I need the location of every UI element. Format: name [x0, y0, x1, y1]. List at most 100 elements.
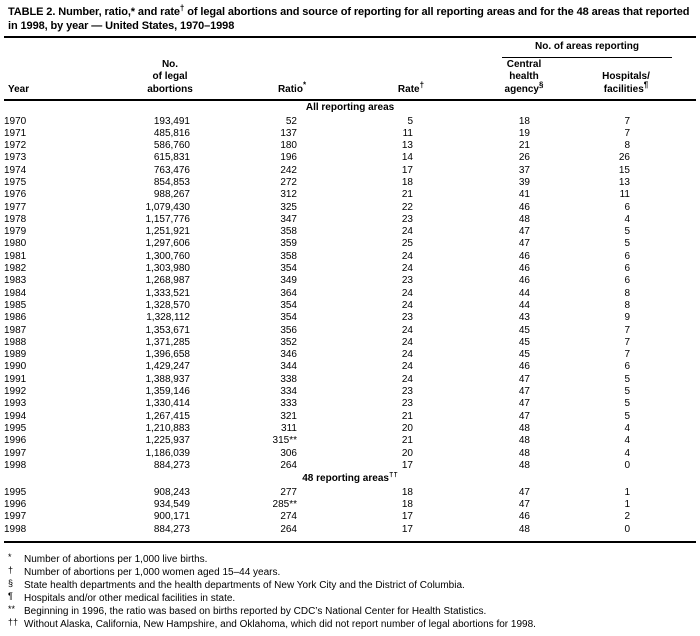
value-cell: 19 [518, 127, 530, 139]
table-row: 1994 1,267,415 321 21 47 5 [4, 411, 696, 423]
value-cell: 11 [619, 189, 630, 201]
column-header-ratio: Ratio* [222, 81, 362, 97]
filler-cell [630, 435, 696, 447]
year-cell: 1994 [4, 410, 27, 422]
table-row: 1996 1,225,937 315** 21 48 4 [4, 435, 696, 447]
value-cell: 47 [518, 373, 530, 385]
value-cell: 1,268,987 [145, 275, 191, 287]
value-cell: 23 [401, 386, 413, 398]
filler-cell [630, 374, 696, 386]
table-row: 1975 854,853 272 18 39 13 [4, 177, 696, 189]
value-cell: 349 [280, 275, 297, 287]
value-cell: 1,210,883 [145, 422, 191, 434]
value-cell: 24 [401, 324, 413, 336]
year-cell: 1974 [4, 164, 27, 176]
value-cell: 1,251,921 [145, 226, 191, 238]
column-header-block: No. of areas reporting Year No. of legal… [4, 38, 696, 101]
filler-cell [630, 189, 696, 201]
filler-cell [630, 288, 696, 300]
value-cell: 615,831 [153, 152, 190, 164]
value-cell: 24 [401, 361, 413, 373]
value-cell: 48 [518, 422, 530, 434]
value-cell: 26 [518, 152, 530, 164]
filler-cell [630, 499, 696, 511]
year-cell: 1995 [4, 486, 27, 498]
value-cell: 354 [280, 312, 297, 324]
value-cell: 0 [624, 523, 630, 535]
central-line-3: agency§ [454, 81, 594, 97]
table-row: 1986 1,328,112 354 23 43 9 [4, 312, 696, 324]
value-cell: 352 [280, 336, 297, 348]
central-line-1: Central [506, 58, 542, 70]
value-cell: 45 [518, 349, 530, 361]
footnote-text: Number of abortions per 1,000 women aged… [24, 566, 281, 578]
value-cell: 6 [624, 361, 630, 373]
value-cell: 5 [624, 373, 630, 385]
abortions-line-1: No. [161, 58, 179, 70]
filler-cell [630, 325, 696, 337]
value-cell: 6 [624, 250, 630, 262]
footnote-marker: * [8, 551, 12, 562]
value-cell: 5 [624, 398, 630, 410]
filler-cell [630, 300, 696, 312]
table-row: 1991 1,388,937 338 24 47 5 [4, 374, 696, 386]
value-cell: 306 [280, 447, 297, 459]
value-cell: 908,243 [153, 486, 190, 498]
value-cell: 37 [518, 164, 530, 176]
value-cell: 23 [401, 275, 413, 287]
value-cell: 4 [624, 213, 630, 225]
value-cell: 47 [518, 410, 530, 422]
value-cell: 24 [401, 336, 413, 348]
value-cell: 24 [401, 250, 413, 262]
filler-cell [630, 411, 696, 423]
value-cell: 21 [401, 410, 413, 422]
value-cell: 264 [280, 459, 297, 471]
value-cell: 46 [518, 263, 530, 275]
value-cell: 347 [280, 213, 297, 225]
value-cell: 1 [624, 486, 630, 498]
value-cell: 1,388,937 [145, 373, 191, 385]
year-cell: 1975 [4, 176, 27, 188]
value-cell: 13 [618, 176, 630, 188]
filler-cell [630, 460, 696, 472]
footnote-text: Beginning in 1996, the ratio was based o… [24, 605, 487, 617]
filler-cell [630, 263, 696, 275]
value-cell: 46 [518, 250, 530, 262]
value-cell: 20 [401, 422, 413, 434]
value-cell: 41 [518, 189, 530, 201]
filler-cell [630, 226, 696, 238]
value-cell: 18 [401, 176, 413, 188]
value-cell: 4 [624, 422, 630, 434]
year-cell: 1978 [4, 213, 27, 225]
filler-cell [630, 386, 696, 398]
value-cell: 7 [624, 127, 630, 139]
footnote-marker: § [8, 577, 14, 588]
value-cell: 39 [518, 176, 530, 188]
rate-marker: † [419, 80, 425, 90]
filler-cell [630, 140, 696, 152]
value-cell: 4 [624, 435, 630, 447]
value-cell: 5 [407, 115, 413, 127]
table-row: 1996 934,549 285** 18 47 1 [4, 499, 696, 511]
value-cell: 242 [280, 164, 297, 176]
value-cell: 43 [518, 312, 530, 324]
value-cell: 485,816 [153, 127, 190, 139]
table-row: 1990 1,429,247 344 24 46 6 [4, 361, 696, 373]
value-cell: 24 [401, 349, 413, 361]
year-cell: 1998 [4, 523, 27, 535]
table-row: 1973 615,831 196 14 26 26 [4, 152, 696, 164]
table-row: 1985 1,328,570 354 24 44 8 [4, 300, 696, 312]
value-cell: 312 [280, 189, 297, 201]
value-cell: 264 [280, 523, 297, 535]
footnote: ** Beginning in 1996, the ratio was based… [4, 604, 696, 618]
value-cell: 285** [272, 498, 297, 510]
value-cell: 48 [518, 523, 530, 535]
filler-cell [630, 238, 696, 250]
areas-reporting-spanner: No. of areas reporting [502, 41, 672, 58]
filler-cell [630, 128, 696, 140]
facilities-marker: ¶ [643, 80, 649, 90]
footnote: * Number of abortions per 1,000 live birt… [4, 551, 696, 566]
year-cell: 1972 [4, 140, 27, 152]
table-row: 1974 763,476 242 17 37 15 [4, 165, 696, 177]
value-cell: 15 [618, 164, 630, 176]
